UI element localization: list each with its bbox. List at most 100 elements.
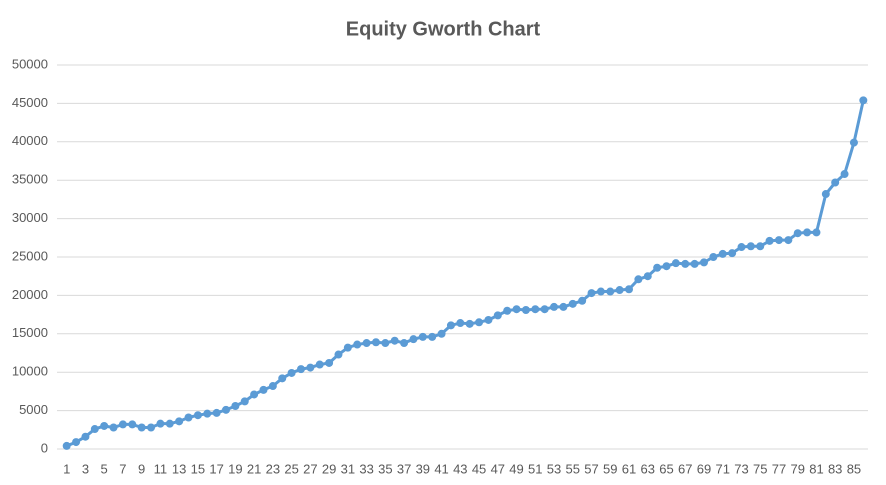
point — [390, 336, 399, 345]
x-tick-label: 15 — [191, 461, 205, 476]
point — [746, 242, 755, 251]
x-tick-label: 13 — [172, 461, 186, 476]
x-tick-label: 27 — [303, 461, 317, 476]
y-tick-label: 50000 — [12, 56, 48, 71]
x-tick-label: 39 — [416, 461, 430, 476]
point — [765, 236, 774, 245]
point — [128, 420, 137, 429]
point — [690, 259, 699, 268]
y-tick-label: 35000 — [12, 172, 48, 187]
x-tick-label: 31 — [341, 461, 355, 476]
point — [193, 411, 202, 420]
x-tick-label: 45 — [472, 461, 486, 476]
x-tick-label: 47 — [491, 461, 505, 476]
y-tick-label: 10000 — [12, 364, 48, 379]
point — [428, 332, 437, 341]
x-tick-label: 61 — [622, 461, 636, 476]
point — [671, 259, 680, 268]
point — [531, 305, 540, 314]
x-tick-label: 85 — [847, 461, 861, 476]
point — [353, 340, 362, 349]
point — [259, 385, 268, 394]
series-line — [66, 100, 865, 448]
point — [625, 285, 634, 294]
point — [596, 287, 605, 296]
point — [100, 421, 109, 430]
point — [465, 319, 474, 328]
y-tick-label: 25000 — [12, 248, 48, 263]
x-tick-label: 29 — [322, 461, 336, 476]
x-tick-label: 53 — [547, 461, 561, 476]
y-tick-label: 20000 — [12, 287, 48, 302]
x-tick-label: 71 — [715, 461, 729, 476]
point — [774, 236, 783, 245]
point — [756, 242, 765, 251]
point — [475, 318, 484, 327]
x-tick-label: 17 — [209, 461, 223, 476]
x-tick-label: 49 — [509, 461, 523, 476]
point — [681, 259, 690, 268]
point — [296, 365, 305, 374]
point — [653, 263, 662, 272]
point — [381, 339, 390, 348]
point — [550, 302, 559, 311]
point — [662, 262, 671, 271]
point — [315, 360, 324, 369]
x-tick-label: 5 — [101, 461, 108, 476]
point — [287, 368, 296, 377]
point — [709, 253, 718, 261]
point — [109, 423, 118, 432]
x-tick-label: 79 — [790, 461, 804, 476]
x-tick-label: 37 — [397, 461, 411, 476]
x-tick-label: 9 — [138, 461, 145, 476]
point — [343, 343, 352, 352]
point — [222, 405, 231, 414]
x-tick-label: 21 — [247, 461, 261, 476]
point — [456, 319, 465, 328]
point — [212, 408, 221, 417]
point — [137, 423, 146, 432]
x-tick-label: 51 — [528, 461, 542, 476]
point — [72, 438, 81, 447]
chart-title: Equity Gworth Chart — [346, 18, 541, 40]
point — [175, 417, 184, 426]
x-tick-label: 73 — [734, 461, 748, 476]
point — [606, 287, 615, 296]
point — [699, 258, 708, 267]
point — [793, 229, 802, 238]
x-tick-label: 55 — [566, 461, 580, 476]
point — [147, 423, 156, 432]
y-tick-label: 40000 — [12, 133, 48, 148]
x-tick-label: 81 — [809, 461, 823, 476]
point — [578, 296, 587, 305]
point — [521, 305, 530, 314]
point — [484, 315, 493, 324]
point — [859, 96, 868, 105]
point — [540, 305, 549, 314]
point — [503, 306, 512, 315]
point — [325, 358, 334, 367]
point — [362, 339, 371, 348]
x-tick-label: 35 — [378, 461, 392, 476]
x-tick-label: 3 — [82, 461, 89, 476]
point — [62, 441, 71, 450]
point — [306, 363, 315, 372]
x-tick-label: 83 — [828, 461, 842, 476]
point — [240, 397, 249, 406]
point — [718, 249, 727, 258]
point — [831, 178, 840, 187]
point — [409, 335, 418, 344]
point — [559, 302, 568, 311]
x-tick-label: 1 — [63, 461, 70, 476]
x-tick-label: 11 — [154, 461, 168, 476]
point — [278, 374, 287, 383]
point — [184, 413, 193, 422]
point — [812, 228, 821, 237]
point — [849, 138, 858, 147]
point — [250, 390, 259, 399]
x-tick-label: 57 — [584, 461, 598, 476]
x-tick-label: 41 — [434, 461, 448, 476]
point — [615, 286, 624, 295]
point — [231, 401, 240, 410]
